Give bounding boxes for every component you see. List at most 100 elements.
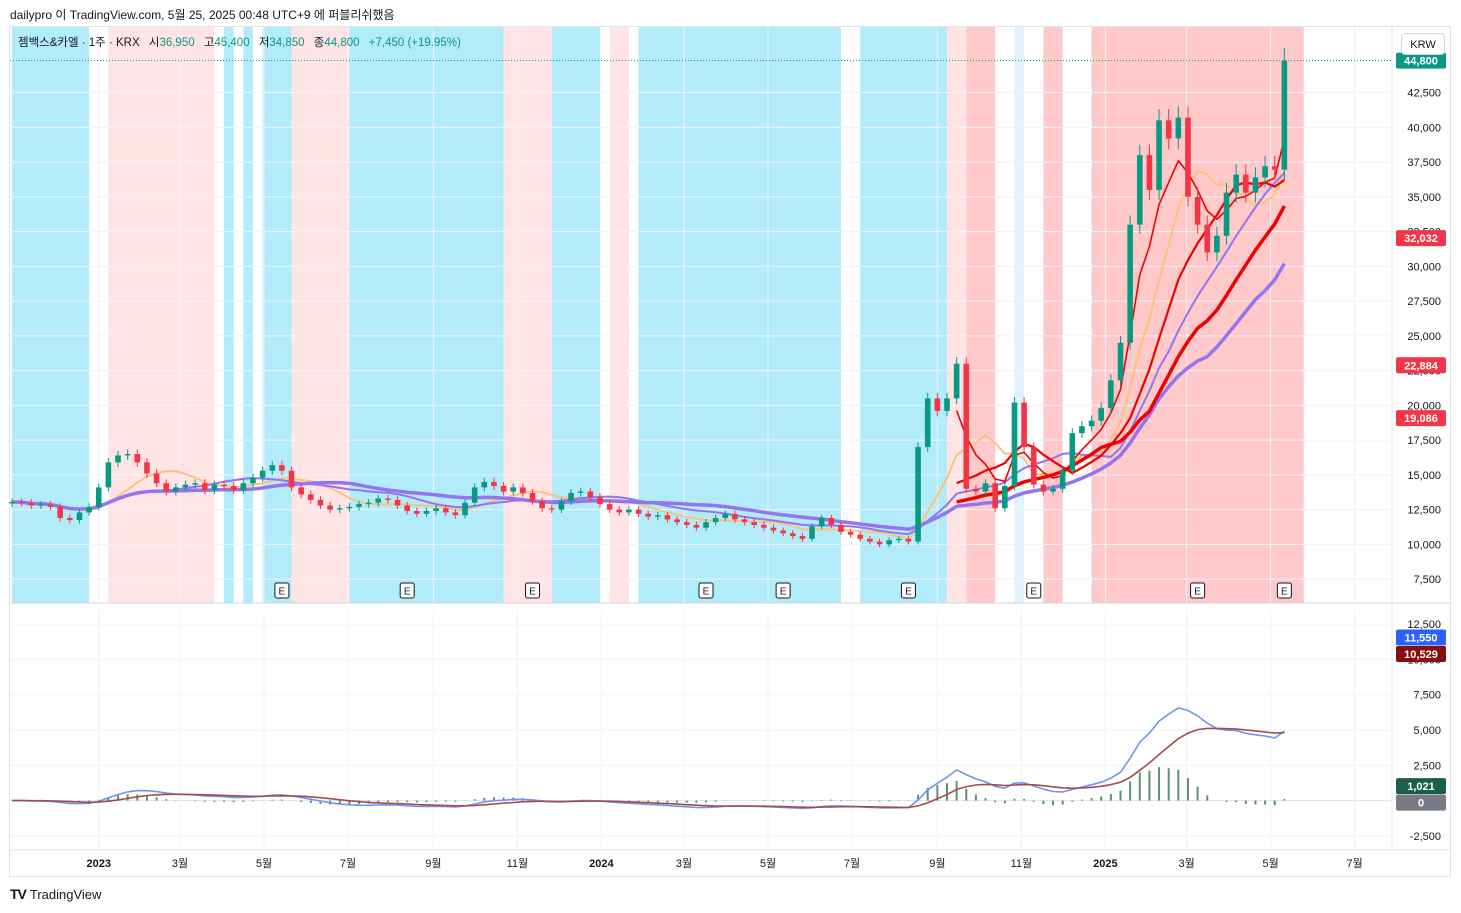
time-tick-label: 9월	[929, 857, 945, 870]
price-axis: 7,50010,00012,50015,00017,50020,00022,50…	[1407, 88, 1441, 843]
candle-body	[95, 487, 102, 507]
candle-body	[230, 486, 237, 491]
zero-badge	[1396, 794, 1446, 811]
macd-badge	[1396, 629, 1446, 646]
candle-body	[828, 517, 835, 525]
candle-body	[1098, 408, 1105, 421]
candle-body	[47, 504, 54, 507]
earnings-mark-label: E	[404, 587, 411, 598]
candle-body	[452, 512, 459, 516]
candle-body	[1252, 177, 1259, 193]
candles	[9, 48, 1288, 548]
candle-body	[770, 527, 777, 531]
candle-body	[577, 491, 584, 493]
price-tick-label: 27,500	[1407, 296, 1441, 308]
candle-body	[1088, 420, 1095, 427]
candle-body	[9, 501, 15, 504]
time-tick-label: 3월	[172, 857, 188, 870]
open-label: 시	[148, 37, 160, 49]
candle-body	[616, 509, 623, 513]
time-tick-label: 5월	[760, 857, 776, 870]
candle-body	[895, 538, 902, 541]
tradingview-logo[interactable]: TV TradingView	[10, 886, 101, 902]
candle-body	[211, 484, 218, 491]
candle-body	[655, 515, 661, 517]
candle-body	[1214, 235, 1220, 253]
candle-body	[57, 506, 63, 518]
candle-body	[953, 363, 960, 399]
earnings-mark-label: E	[529, 587, 536, 598]
candle-body	[789, 533, 796, 537]
candle-body	[934, 398, 941, 411]
candle-body	[86, 506, 92, 513]
price-labels: 44,800 32,032 22,884 19,086 11,550 10,529 1,02…	[1396, 52, 1446, 811]
earnings-mark-label: E	[1194, 587, 1201, 598]
candle-body	[1262, 166, 1268, 178]
candle-body	[1011, 402, 1018, 486]
candle-body	[298, 487, 304, 495]
candle-body	[18, 501, 25, 503]
macd-badge-text: 11,550	[1404, 633, 1437, 645]
histogram-badge-text: 1,021	[1407, 781, 1435, 793]
candle-body	[857, 534, 864, 539]
earnings-mark-label: E	[780, 587, 787, 598]
time-tick-label: 3월	[1178, 857, 1194, 870]
earnings-mark	[399, 582, 415, 599]
candle-body	[442, 508, 449, 513]
candle-body	[1117, 342, 1124, 381]
earnings-mark	[274, 582, 290, 599]
currency-button[interactable]: KRW	[1401, 33, 1445, 55]
candle-body	[346, 506, 353, 509]
candle-body	[500, 486, 507, 492]
candle-body	[799, 536, 806, 539]
candle-body	[433, 508, 439, 512]
ma-red-mid-line	[956, 179, 1286, 485]
ma-red-slow-line	[956, 205, 1286, 504]
candle-body	[1146, 155, 1153, 190]
candle-body	[481, 481, 488, 488]
earnings-mark-label: E	[905, 587, 912, 598]
candle-body	[568, 492, 574, 502]
price-badge	[1396, 230, 1446, 247]
candle-body	[712, 517, 719, 523]
candle-body	[105, 462, 112, 488]
price-tick-label: 20,000	[1407, 400, 1441, 412]
candle-body	[1040, 484, 1047, 492]
time-tick-label: 7월	[844, 857, 860, 870]
candle-body	[1165, 120, 1172, 139]
macd-tick-label: 2,500	[1413, 760, 1441, 772]
candle-body	[163, 483, 170, 492]
candle-body	[548, 508, 555, 510]
candle-body	[462, 502, 468, 516]
candle-body	[963, 363, 970, 489]
price-tick-label: 7,500	[1413, 574, 1441, 586]
candle-body	[1281, 60, 1288, 170]
candle-body	[250, 477, 256, 484]
time-tick-label: 11월	[507, 857, 529, 870]
candle-body	[732, 513, 738, 520]
price-tick-label: 10,000	[1407, 539, 1441, 551]
earnings-mark-label: E	[279, 587, 286, 598]
candle-body	[201, 483, 208, 491]
chart-frame	[9, 26, 1451, 877]
price-badge	[1396, 357, 1446, 374]
candle-body	[1223, 192, 1230, 236]
price-tick-label: 40,000	[1407, 122, 1441, 134]
time-tick-label: 3월	[676, 857, 692, 870]
time-tick-label: 2024	[589, 858, 614, 870]
tradingview-logo-icon: TV	[10, 886, 27, 902]
grid-lines	[10, 27, 1450, 851]
zone-lightblue	[1014, 27, 1025, 603]
candle-body	[664, 515, 671, 520]
time-tick-label: 5월	[256, 857, 272, 870]
close-value: 44,800	[324, 37, 360, 49]
zone-pink	[619, 27, 629, 603]
zero-badge-text: 0	[1418, 798, 1424, 810]
earnings-mark	[525, 582, 541, 599]
candle-body	[317, 499, 324, 506]
candle-body	[124, 454, 131, 456]
candle-body	[626, 509, 632, 513]
candle-body	[780, 530, 786, 534]
candle-body	[1233, 174, 1239, 193]
